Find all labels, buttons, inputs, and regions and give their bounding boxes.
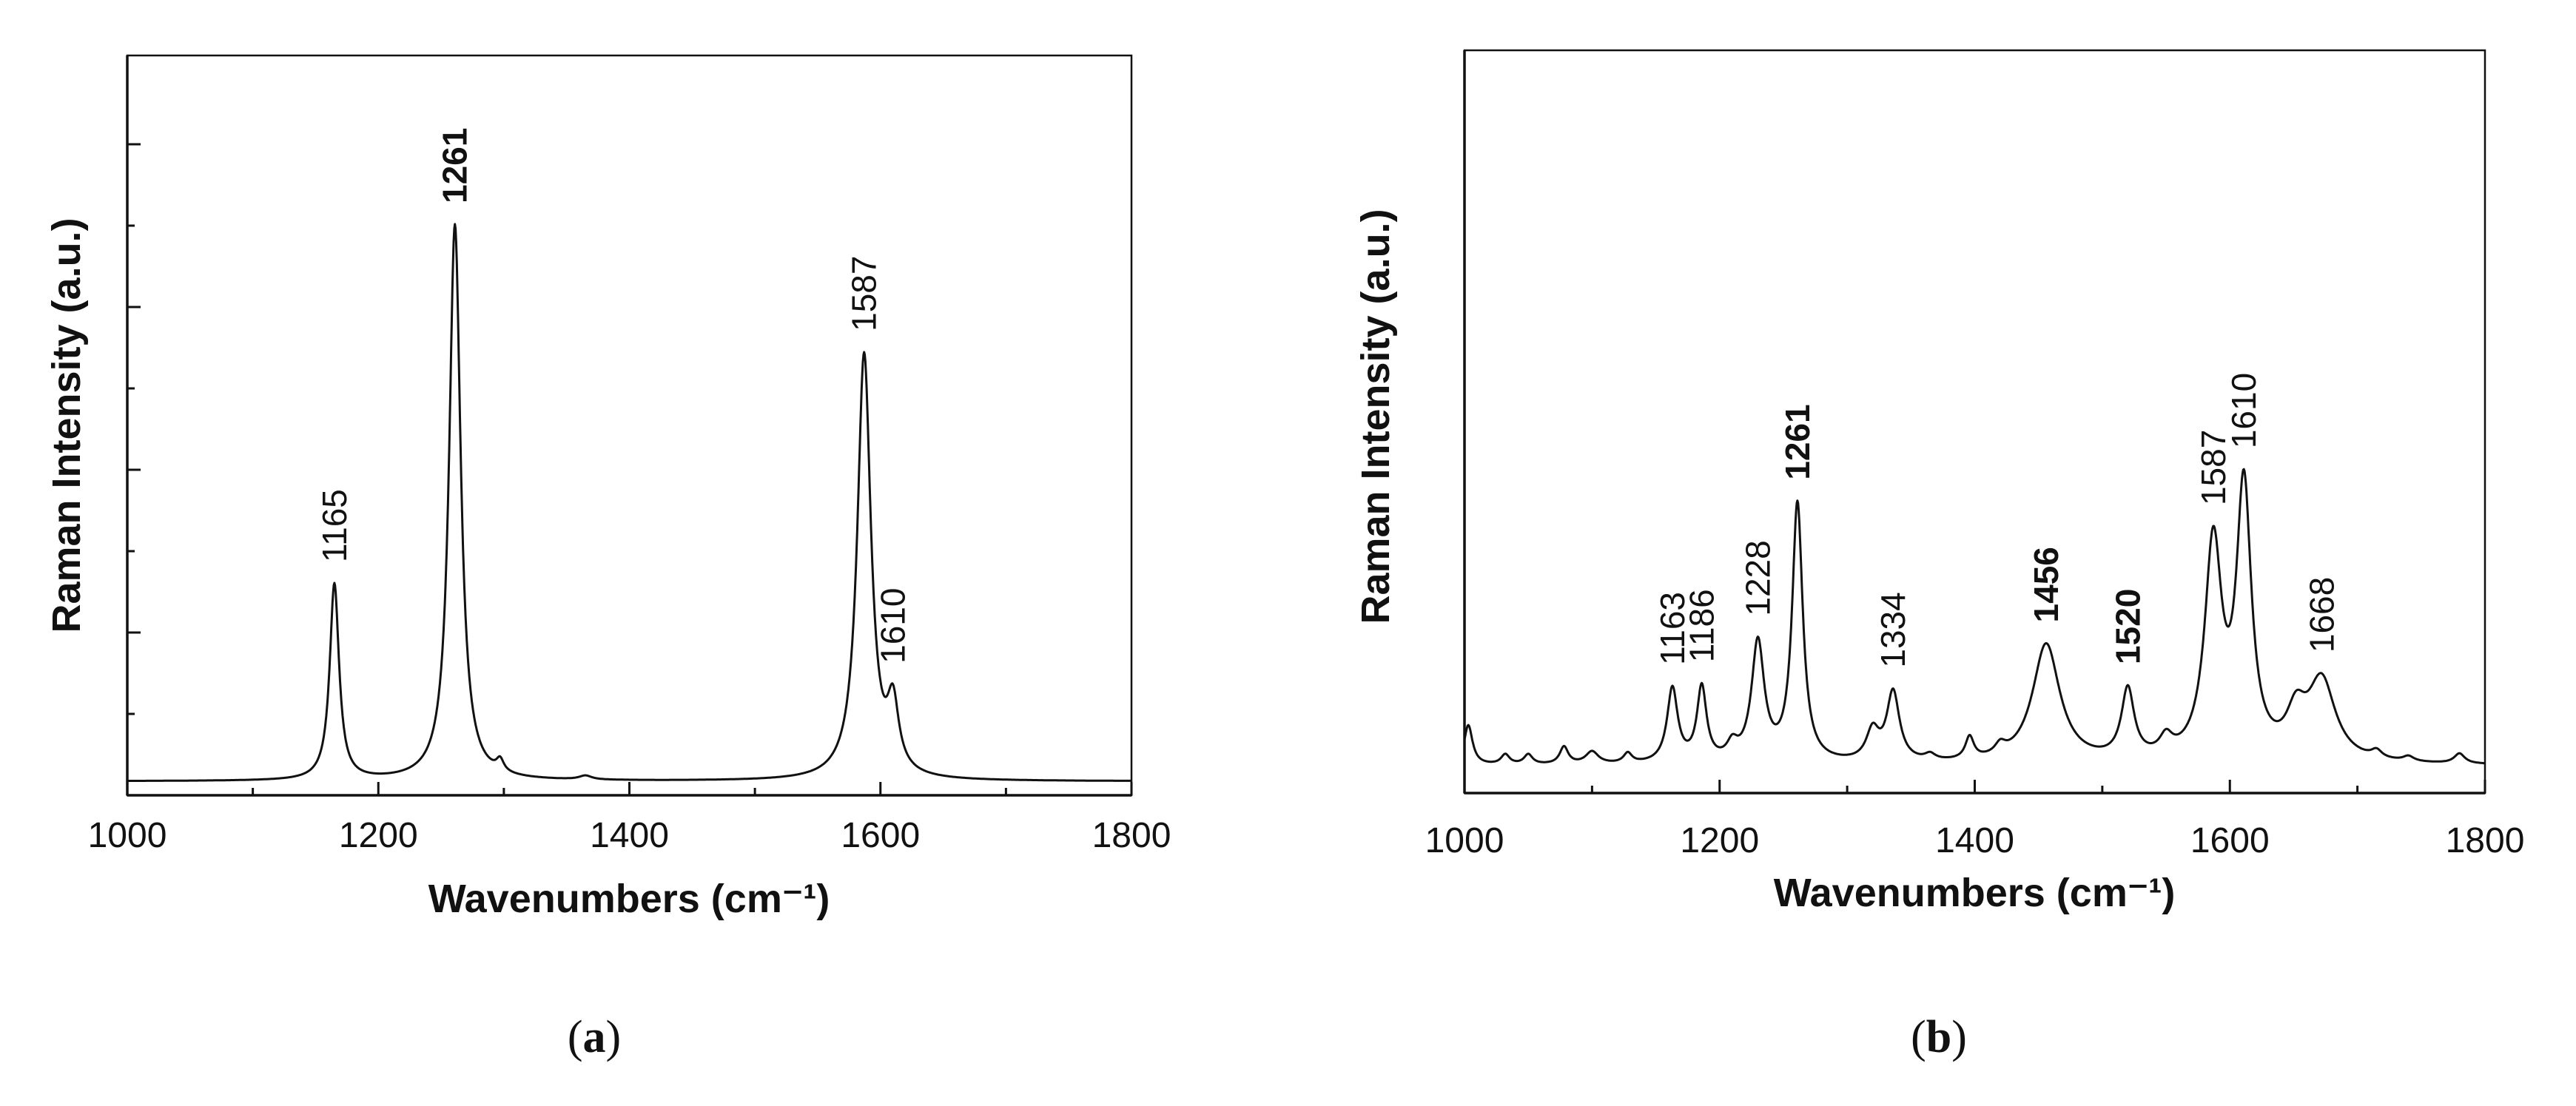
peak-label-1186: 1186 bbox=[1683, 589, 1721, 662]
peak-label-1334: 1334 bbox=[1874, 592, 1912, 667]
plot-frame-a bbox=[126, 54, 1133, 797]
peak-labels-a: 1165 1261 1587 1610 bbox=[315, 128, 912, 664]
spectrum-line-a bbox=[127, 223, 1132, 782]
panel-caption-a: (a) bbox=[568, 1012, 621, 1062]
x-tick-label: 1600 bbox=[841, 816, 920, 855]
x-tick-label: 1000 bbox=[88, 816, 167, 855]
x-tick-label: 1400 bbox=[1935, 821, 2014, 860]
peak-label-1228: 1228 bbox=[1738, 540, 1777, 616]
x-tick-label: 1000 bbox=[1425, 821, 1504, 860]
plot-frame-b bbox=[1463, 49, 2486, 795]
peak-label-1165: 1165 bbox=[315, 489, 354, 562]
x-tick-label: 1800 bbox=[2446, 821, 2525, 860]
x-tick-label: 1400 bbox=[590, 816, 669, 855]
y-axis-title-a: Raman Intensity (a.u.) bbox=[44, 218, 89, 633]
peak-label-1261: 1261 bbox=[436, 128, 474, 203]
x-tick-label: 1200 bbox=[1680, 821, 1759, 860]
spectrum-line-b bbox=[1463, 468, 2486, 765]
ticks-b bbox=[1463, 780, 2486, 793]
panel-a: 1000 1200 1400 1600 1800 1165 1261 1587 161… bbox=[44, 54, 1171, 1062]
x-axis-title-a: Wavenumbers (cm⁻¹) bbox=[428, 877, 830, 921]
x-tick-labels-b: 1000 1200 1400 1600 1800 bbox=[1425, 821, 2525, 860]
y-axis-title-b: Raman Intensity (a.u.) bbox=[1353, 209, 1398, 624]
x-tick-label: 1600 bbox=[2190, 821, 2270, 860]
peak-label-1587: 1587 bbox=[845, 256, 884, 331]
peak-label-1520: 1520 bbox=[2108, 589, 2147, 664]
peak-label-1610: 1610 bbox=[874, 588, 912, 664]
peak-label-1456: 1456 bbox=[2027, 547, 2065, 622]
x-tick-label: 1800 bbox=[1092, 816, 1171, 855]
peak-label-1587: 1587 bbox=[2194, 430, 2233, 505]
x-tick-label: 1200 bbox=[339, 816, 418, 855]
peak-label-1610: 1610 bbox=[2224, 373, 2263, 448]
peak-label-1668: 1668 bbox=[2302, 577, 2341, 653]
ticks-a bbox=[126, 143, 1133, 795]
x-axis-title-b: Wavenumbers (cm⁻¹) bbox=[1774, 871, 2176, 915]
peak-label-1261: 1261 bbox=[1778, 404, 1817, 479]
x-tick-labels-a: 1000 1200 1400 1600 1800 bbox=[88, 816, 1171, 855]
peak-label-1163: 1163 bbox=[1653, 592, 1692, 665]
panel-caption-b: (b) bbox=[1911, 1012, 1967, 1062]
